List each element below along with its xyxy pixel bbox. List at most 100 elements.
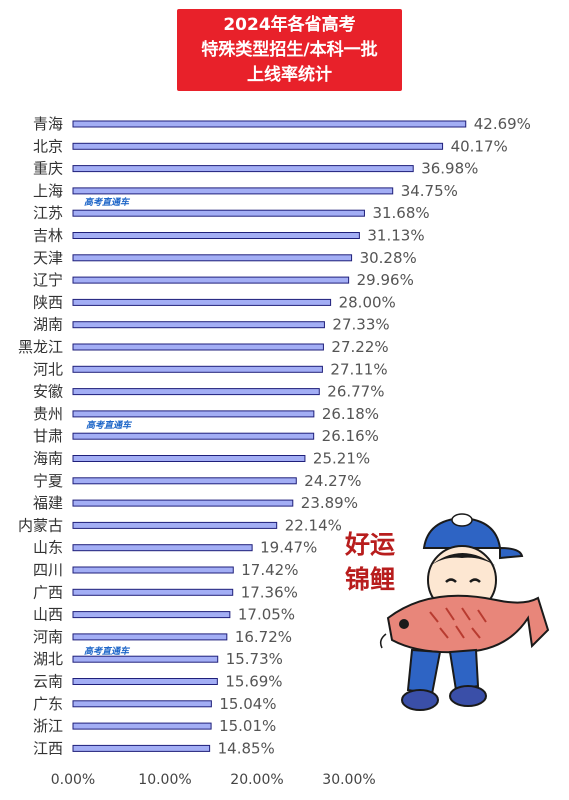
category-label: 广西 [33,583,63,601]
x-axis: 0.00% 10.00% 20.00% 30.00% [51,772,376,788]
value-label: 23.89% [301,494,358,512]
value-label: 42.69% [474,115,531,133]
value-label: 30.28% [360,249,417,267]
bar [72,700,212,708]
category-label: 内蒙古 [18,516,63,534]
value-label: 15.04% [219,695,276,713]
bar [72,499,294,507]
bar [72,432,315,440]
value-label: 34.75% [401,182,458,200]
category-label: 陕西 [33,293,63,311]
title-line-1: 2024年各省高考 [223,14,356,35]
category-label: 浙江 [33,717,63,735]
boy-legs [401,648,487,711]
x-tick-label: 30.00% [322,772,375,788]
category-label: 辽宁 [33,271,63,289]
koi-sticker: 好运 锦鲤 [344,513,550,711]
value-label: 26.18% [322,405,379,423]
value-label: 27.11% [330,360,387,378]
bar [72,321,325,329]
sticker-text-2: 锦鲤 [345,565,395,594]
value-label: 17.36% [241,583,298,601]
title-line-3: 上线率统计 [247,64,332,85]
category-label: 宁夏 [33,472,63,490]
x-tick-label: 0.00% [51,772,95,788]
bar [72,365,323,373]
title-line-2: 特殊类型招生/本科一批 [201,39,378,60]
category-label: 福建 [33,494,63,512]
value-label: 28.00% [339,293,396,311]
value-label: 16.72% [235,628,292,646]
value-label: 27.33% [332,316,389,334]
bar [72,232,360,239]
bar [72,633,228,641]
category-label: 北京 [33,137,63,155]
category-label: 江苏 [33,204,63,222]
value-label: 17.42% [241,561,298,579]
watermark-3: 高考直通车 [84,646,131,657]
koi-fish [379,594,550,654]
value-label: 19.47% [260,539,317,557]
category-label: 海南 [33,450,63,468]
bar [72,254,353,262]
category-label: 天津 [33,249,63,267]
category-label: 甘肃 [33,427,63,445]
value-label: 31.68% [372,204,429,222]
bar [72,722,212,730]
bar [72,588,234,596]
category-label: 山东 [33,539,63,557]
bar [72,455,306,462]
bar [72,298,332,306]
watermark-2: 高考直通车 [86,420,133,431]
category-label: 贵州 [33,405,63,423]
value-label: 31.13% [367,227,424,245]
watermark-1: 高考直通车 [84,197,131,208]
category-label: 湖南 [33,316,63,334]
value-label: 22.14% [285,516,342,534]
bar [72,142,444,150]
bar [72,566,234,574]
bar [72,187,394,195]
bar [72,655,219,663]
bar [72,388,320,396]
bar [72,544,253,552]
x-tick-label: 20.00% [230,772,283,788]
value-label: 26.16% [322,427,379,445]
value-label: 15.69% [225,673,282,691]
bar [72,678,218,685]
category-label: 上海 [33,182,63,200]
category-label: 四川 [33,561,63,579]
category-label: 青海 [33,115,63,133]
category-label: 云南 [33,673,63,691]
value-label: 25.21% [313,450,370,468]
value-label: 15.73% [226,650,283,668]
category-label: 吉林 [33,227,63,245]
category-label: 河南 [33,628,63,646]
category-label: 重庆 [33,160,63,178]
value-label: 26.77% [327,383,384,401]
bars-group [72,120,467,752]
value-label: 36.98% [421,160,478,178]
value-label: 24.27% [304,472,361,490]
category-label: 山西 [33,606,63,624]
bar [72,343,324,351]
category-label: 江西 [33,739,63,757]
value-label: 40.17% [451,137,508,155]
value-label: 17.05% [238,606,295,624]
bar [72,276,350,284]
category-label: 河北 [33,360,63,378]
category-label: 广东 [33,695,63,713]
bar [72,209,365,217]
category-label: 湖北 [33,650,63,668]
category-label: 安徽 [33,383,63,401]
value-label: 14.85% [218,739,275,757]
x-tick-label: 10.00% [138,772,191,788]
bar [72,477,297,485]
bar [72,410,315,418]
labels-group: 青海 42.69% 北京 40.17% 重庆 36.98% 上海 34.75% 江苏 31.68%… [18,115,531,757]
category-label: 黑龙江 [18,338,63,356]
bar [72,744,211,752]
bar [72,521,278,529]
value-label: 29.96% [357,271,414,289]
